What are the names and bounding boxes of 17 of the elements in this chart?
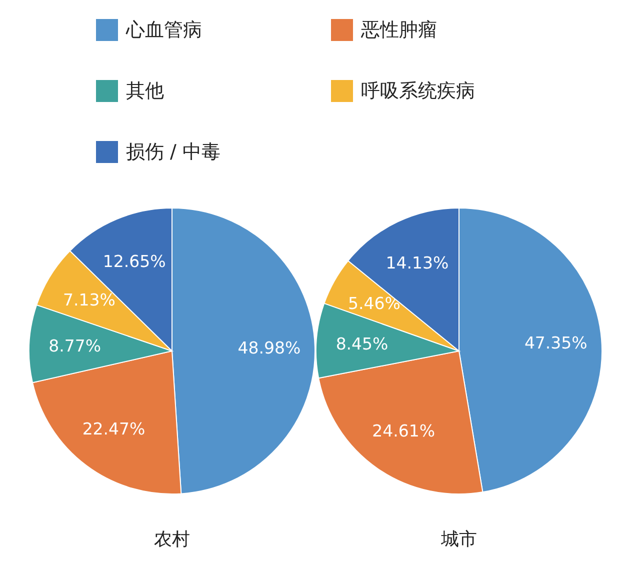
text: 城市 (440, 529, 477, 550)
legend-label: 损伤 / 中毒 (126, 141, 220, 163)
data-label: 24.61% (372, 421, 436, 440)
legend-label: 恶性肿瘤 (360, 19, 437, 41)
data-label: 8.77% (48, 336, 102, 356)
data-label: 22.47% (82, 419, 146, 438)
legend-label: 心血管病 (125, 19, 202, 41)
data-label: 12.65% (102, 252, 166, 271)
data-label: 5.46% (348, 294, 400, 313)
legend-label: 呼吸系统疾病 (361, 80, 475, 102)
text: 农村 (154, 529, 190, 550)
data-label: 14.13% (386, 254, 449, 273)
legend-label: 其他 (126, 80, 164, 102)
data-label: 47.35% (524, 333, 588, 352)
data-label: 8.45% (336, 334, 388, 354)
data-label: 48.98% (238, 338, 301, 358)
data-label: 7.13% (62, 290, 116, 310)
